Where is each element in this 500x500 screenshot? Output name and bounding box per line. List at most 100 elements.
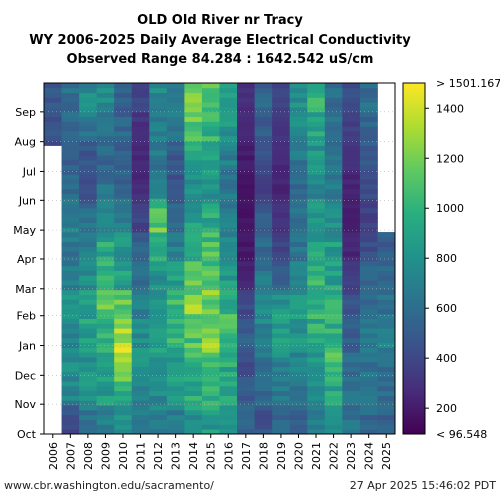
heat-cell-2022-day-145 (324, 289, 343, 295)
heat-cell-2014-day-35 (184, 395, 203, 401)
heat-cell-2009-day-20 (96, 409, 115, 416)
heat-cell-2010-day-5 (114, 424, 133, 430)
heat-cell-2016-day-285 (219, 155, 238, 161)
heat-cell-2007-day-320 (61, 121, 80, 127)
heat-cell-2023-day-165 (342, 270, 361, 276)
heat-cell-2013-day-5 (166, 424, 185, 430)
colorbar-tick-label-200: 200 (436, 402, 457, 415)
heat-cell-2025-day-165 (377, 270, 396, 276)
heat-cell-2017-day-155 (237, 280, 255, 286)
heat-cell-2018-day-205 (254, 232, 273, 238)
heat-cell-2011-day-130 (131, 304, 150, 310)
heat-cell-2018-day-345 (254, 97, 273, 103)
heat-cell-2023-day-160 (342, 275, 361, 281)
heat-cell-2022-day-40 (324, 390, 343, 396)
heat-cell-2019-day-140 (272, 294, 291, 300)
heat-cell-2011-day-250 (131, 188, 150, 194)
colorbar (402, 82, 426, 435)
heat-cell-2010-day-195 (114, 241, 133, 247)
heat-cell-2024-day-335 (359, 107, 378, 113)
heat-cell-2007-day-340 (61, 102, 80, 108)
heat-cell-2017-day-305 (237, 135, 255, 142)
heat-cell-2019-day-235 (272, 203, 291, 209)
heat-cell-2020-day-310 (289, 131, 308, 137)
heat-cell-2020-day-45 (289, 385, 308, 392)
heat-cell-2017-day-360 (237, 83, 255, 89)
heat-cell-2009-day-275 (96, 164, 115, 170)
heat-cell-2022-day-80 (324, 352, 343, 358)
heat-cell-2011-day-85 (131, 347, 150, 353)
heat-cell-2011-day-115 (131, 318, 150, 324)
heat-cell-2023-day-20 (342, 409, 361, 416)
heat-cell-2008-day-105 (79, 328, 98, 334)
heat-cell-2017-day-85 (237, 347, 255, 353)
heat-cell-2012-day-325 (149, 116, 168, 122)
heat-cell-2024-day-230 (359, 208, 378, 214)
heat-cell-2007-day-350 (61, 92, 80, 98)
heat-cell-2008-day-45 (79, 385, 98, 392)
heat-cell-2013-day-185 (166, 251, 185, 257)
heat-cell-2013-day-40 (166, 390, 185, 396)
heat-cell-2012-day-0 (149, 429, 168, 435)
heat-cell-2012-day-160 (149, 275, 168, 281)
heat-cell-2015-day-305 (201, 135, 220, 142)
heat-cell-2013-day-300 (166, 140, 185, 146)
heat-cell-2011-day-60 (131, 371, 150, 377)
heat-cell-2008-day-325 (79, 116, 98, 122)
heat-cell-2009-day-100 (96, 333, 115, 339)
heat-cell-2014-day-180 (184, 256, 203, 262)
heat-cell-2019-day-245 (272, 193, 291, 199)
heat-cell-2009-day-220 (96, 217, 115, 223)
heat-cell-2007-day-270 (61, 169, 80, 175)
heat-cell-2009-day-160 (96, 275, 115, 281)
heat-cell-2019-day-360 (272, 83, 291, 89)
heat-cell-2025-day-175 (377, 260, 396, 267)
y-tick-label-jun: Jun (18, 194, 36, 207)
heat-cell-2012-day-195 (149, 241, 168, 247)
heat-cell-2017-day-60 (237, 371, 255, 377)
heat-cell-2007-day-10 (61, 419, 80, 425)
heat-cell-2009-day-295 (96, 145, 115, 151)
heat-cell-2022-day-255 (324, 183, 343, 190)
heat-cell-2023-day-325 (342, 116, 361, 122)
heat-cell-2024-day-315 (359, 126, 378, 132)
heat-cell-2010-day-360 (114, 83, 133, 89)
heat-cell-2021-day-25 (307, 405, 326, 411)
heat-cell-2009-day-95 (96, 337, 115, 344)
heat-cell-2014-day-230 (184, 208, 203, 214)
heat-cell-2025-day-190 (377, 246, 396, 252)
heat-cell-2019-day-205 (272, 232, 291, 238)
heat-cell-2014-day-15 (184, 414, 203, 420)
heat-cell-2023-day-220 (342, 217, 361, 223)
heat-cell-2019-day-160 (272, 275, 291, 281)
heat-cell-2020-day-100 (289, 333, 308, 339)
heat-cell-2016-day-35 (219, 395, 238, 401)
heat-cell-2011-day-300 (131, 140, 150, 146)
heat-cell-2009-day-10 (96, 419, 115, 425)
heat-cell-2008-day-170 (79, 265, 98, 271)
heat-cell-2010-day-155 (114, 280, 133, 286)
heat-cell-2023-day-50 (342, 381, 361, 387)
heat-cell-2011-day-335 (131, 107, 150, 113)
heat-cell-2006-day-330 (44, 111, 62, 118)
heat-cell-2016-day-135 (219, 299, 238, 305)
heat-cell-2013-day-175 (166, 260, 185, 267)
heat-cell-2007-day-195 (61, 241, 80, 247)
heat-cell-2013-day-80 (166, 352, 185, 358)
heat-cell-2015-day-175 (201, 260, 220, 267)
x-tick-label-2025: 2025 (380, 442, 393, 470)
heat-cell-2024-day-5 (359, 424, 378, 430)
heat-cell-2019-day-120 (272, 313, 291, 319)
heat-cell-2009-day-30 (96, 400, 115, 406)
heat-cell-2020-day-65 (289, 366, 308, 372)
heat-cell-2018-day-0 (254, 429, 273, 435)
heat-cell-2023-day-45 (342, 385, 361, 392)
heat-cell-2015-day-60 (201, 371, 220, 377)
heat-cell-2014-day-295 (184, 145, 203, 151)
heat-cell-2019-day-190 (272, 246, 291, 252)
heat-cell-2006-day-355 (44, 87, 62, 94)
heat-cell-2012-day-95 (149, 337, 168, 344)
heat-cell-2009-day-195 (96, 241, 115, 247)
heat-cell-2016-day-30 (219, 400, 238, 406)
heat-cell-2022-day-190 (324, 246, 343, 252)
